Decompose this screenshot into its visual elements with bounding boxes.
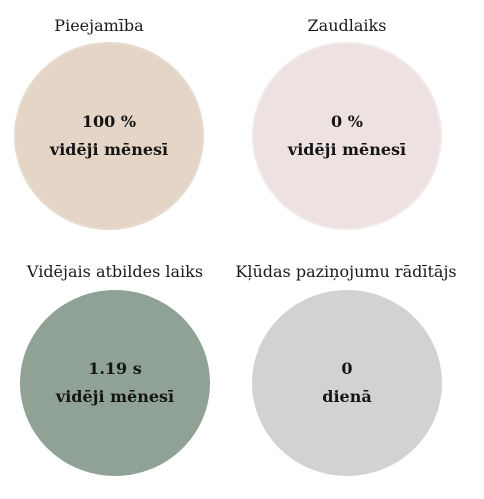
error-rate-title: Kļūdas paziņojumu rādītājs — [235, 262, 457, 281]
availability-period: vidēji mēnesī — [49, 140, 169, 159]
error-rate-period: dienā — [322, 387, 372, 406]
response-time-title: Vidējais atbildes laiks — [26, 262, 204, 281]
error-rate-value: 0 — [341, 359, 353, 378]
availability-title: Pieejamība — [54, 16, 144, 35]
availability-circle: 100 % vidēji mēnesī — [14, 42, 204, 230]
availability-value: 100 % — [81, 112, 137, 131]
downtime-circle: 0 % vidēji mēnesī — [252, 42, 442, 230]
downtime-title: Zaudlaiks — [307, 16, 387, 35]
response-time-period: vidēji mēnesī — [55, 387, 175, 406]
response-time-value: 1.19 s — [88, 359, 142, 378]
response-time-circle: 1.19 s vidēji mēnesī — [20, 290, 210, 476]
downtime-period: vidēji mēnesī — [287, 140, 407, 159]
downtime-value: 0 % — [331, 112, 363, 131]
error-rate-circle: 0 dienā — [252, 290, 442, 476]
